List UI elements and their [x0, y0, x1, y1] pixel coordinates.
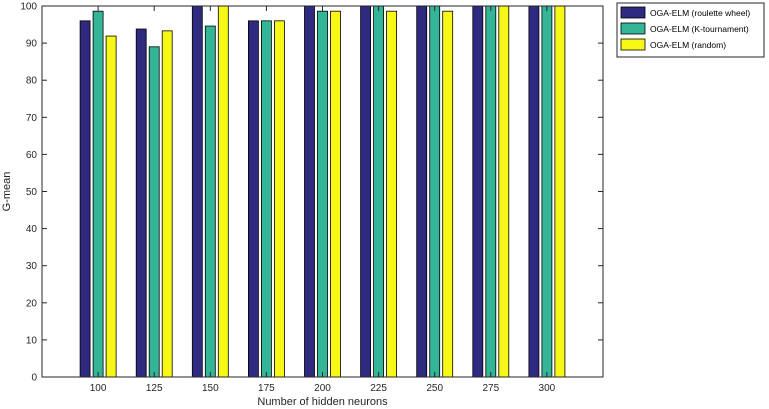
bar-175-series-2 [260, 20, 272, 378]
ticks-layer: 100 125 150 175 200 225 250 275 300 0 10 20 30 40 50 60… [20, 2, 603, 394]
bar-125-series-2 [148, 46, 160, 378]
bar-150-series-1 [191, 5, 203, 378]
x-axis-label: Number of hidden neurons [257, 396, 388, 408]
legend-swatch [620, 6, 646, 19]
bar-100-series-3 [105, 35, 117, 378]
x-tick-label: 100 [90, 383, 107, 394]
bar-200-series-3 [330, 10, 341, 378]
bar-300-series-2 [541, 5, 553, 378]
y-tick-label: 60 [26, 150, 38, 161]
bar-125-series-1 [135, 28, 147, 378]
legend-label: OGA-ELM (K-tournament) [650, 24, 749, 34]
y-tick-label: 20 [26, 298, 38, 309]
bar-225-series-2 [373, 5, 385, 378]
bar-275-series-1 [472, 5, 484, 378]
legend-swatch [620, 38, 646, 51]
x-tick-label: 125 [146, 383, 163, 394]
legend: OGA-ELM (roulette wheel) OGA-ELM (K-tourn… [616, 2, 765, 58]
bar-150-series-2 [204, 25, 216, 378]
legend-label: OGA-ELM (random) [650, 40, 726, 50]
bar-150-series-3 [217, 5, 229, 378]
x-tick-label: 300 [539, 383, 556, 394]
x-tick-label: 150 [202, 383, 219, 394]
x-tick-label: 175 [258, 383, 275, 394]
bar-125-series-3 [161, 30, 173, 378]
bar-175-series-1 [247, 20, 259, 378]
legend-swatch [620, 22, 646, 35]
y-tick-label: 50 [26, 187, 38, 198]
y-tick-label: 70 [26, 113, 38, 124]
bar-250-series-3 [442, 10, 454, 378]
y-tick-label: 40 [26, 224, 38, 235]
bar-300-series-3 [554, 5, 566, 378]
bar-200-series-2 [317, 10, 328, 378]
y-tick-label: 90 [26, 39, 38, 50]
y-tick-label: 30 [26, 261, 38, 272]
bar-175-series-3 [273, 20, 285, 378]
bar-100-series-1 [79, 20, 91, 378]
bar-250-series-2 [429, 5, 441, 378]
y-tick-label: 0 [31, 373, 37, 384]
x-tick-label: 225 [370, 383, 387, 394]
bar-275-series-2 [485, 5, 497, 378]
legend-label: OGA-ELM (roulette wheel) [650, 8, 750, 18]
bar-200-series-1 [304, 5, 315, 378]
y-axis-label: G-mean [1, 172, 13, 212]
x-tick-label: 275 [482, 383, 499, 394]
bars-layer [79, 5, 566, 378]
bar-275-series-3 [498, 5, 510, 378]
bar-100-series-2 [92, 10, 104, 378]
x-tick-label: 250 [426, 383, 443, 394]
bar-225-series-3 [386, 10, 398, 378]
bar-250-series-1 [416, 5, 428, 378]
y-tick-label: 10 [26, 335, 38, 346]
y-tick-label: 80 [26, 76, 38, 87]
bar-225-series-1 [360, 5, 372, 378]
x-tick-label: 200 [314, 383, 331, 394]
bar-300-series-1 [528, 5, 540, 378]
y-tick-label: 100 [20, 2, 37, 13]
